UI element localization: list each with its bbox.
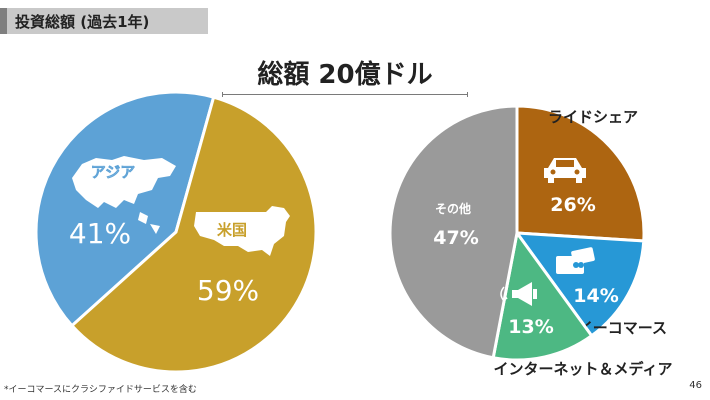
pie-slice-0-0 xyxy=(34,90,216,328)
pie-category-label-0-1: 米国 xyxy=(217,221,247,239)
title-underline xyxy=(222,92,468,97)
pie-category-label-0-0: アジア xyxy=(91,163,135,181)
page-title: 総額 20億ドル xyxy=(257,60,433,90)
footnote: *イーコマースにクラシファイドサービスを含む xyxy=(4,385,197,395)
pie-chart-category: 26% ライドシェア 14% イーコマース 13% インターネット＆メディア 47% その他 xyxy=(388,104,673,378)
pie-category-label-1-0: ライドシェア xyxy=(548,108,638,126)
pie-value-label-1-1: 14% xyxy=(573,285,618,307)
pie-slice-0-1 xyxy=(69,95,318,374)
page-number: 46 xyxy=(689,380,702,391)
pie-slice-1-3 xyxy=(388,104,519,360)
usa-map-icon xyxy=(194,206,290,256)
section-title: 投資総額 (過去1年) xyxy=(15,13,150,31)
section-header-bar: 投資総額 (過去1年) xyxy=(0,8,208,34)
pie-value-label-0-1: 59% xyxy=(197,274,259,307)
pie-value-label-1-0: 26% xyxy=(550,194,595,216)
megaphone-icon xyxy=(500,282,537,306)
pie-slice-1-1 xyxy=(513,231,646,338)
pie-category-label-1-1: イーコマース xyxy=(578,319,667,337)
pie-category-label-1-3: その他 xyxy=(435,201,471,216)
pie-category-label-1-2: インターネット＆メディア xyxy=(494,360,673,378)
card-icon xyxy=(556,247,595,274)
pie-slice-1-2 xyxy=(491,229,594,362)
pie-value-label-0-0: 41% xyxy=(69,217,131,250)
asia-map-icon xyxy=(72,156,176,234)
car-icon xyxy=(544,158,586,183)
pie-value-label-1-2: 13% xyxy=(508,316,553,338)
pie-value-label-1-3: 47% xyxy=(433,227,478,249)
